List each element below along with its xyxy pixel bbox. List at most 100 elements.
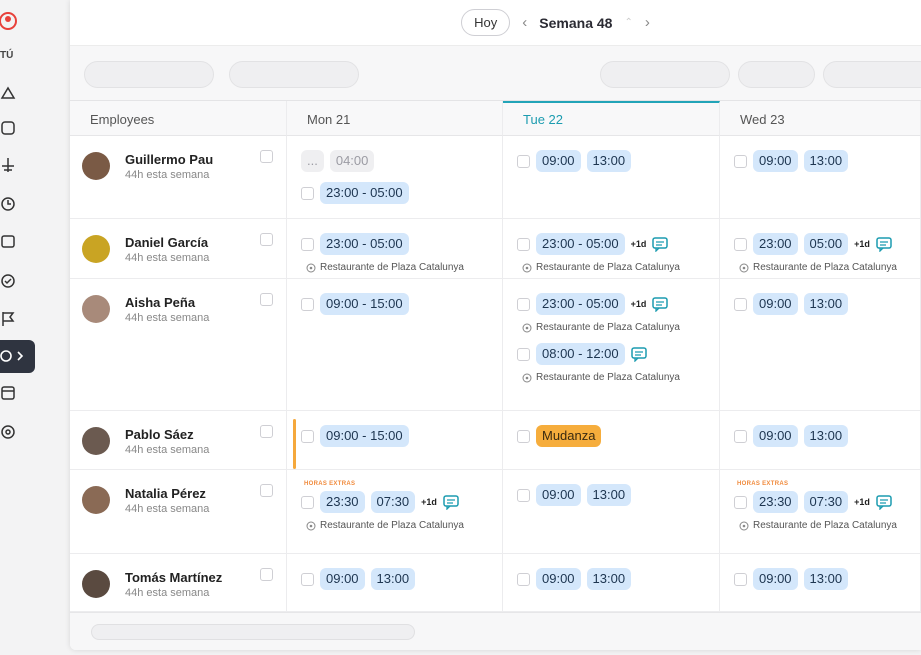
checkbox[interactable] [734,429,747,443]
checkbox[interactable] [517,154,530,168]
time-pill[interactable]: 09:00 - 15:00 [320,425,409,447]
filter-placeholder[interactable] [84,61,214,88]
time-pill[interactable]: 13:00 [803,425,849,447]
week-picker[interactable]: ⌃ [624,17,633,28]
employee-name[interactable]: Guillermo Pau [125,152,214,167]
time-pill[interactable]: 23:00 - 05:00 [320,233,409,255]
checkbox[interactable] [260,425,273,438]
checkbox[interactable] [260,233,273,246]
time-pill[interactable]: 09:00 [753,150,798,172]
chat-icon[interactable] [443,494,459,510]
time-pill[interactable]: 23:00 - 05:00 [320,182,409,204]
checkbox[interactable] [517,488,530,502]
employee-name[interactable]: Pablo Sáez [125,427,194,442]
checkbox[interactable] [517,347,530,361]
shift: 09:00 13:00 [734,425,920,447]
prev-week[interactable]: ‹ [522,14,528,31]
time-pill[interactable]: 04:00 [329,150,375,172]
filter-placeholder[interactable] [738,61,815,88]
avatar [82,235,110,263]
day-cell: 09:00 - 15:00 [287,411,503,470]
checkbox[interactable] [517,297,530,311]
time-pill[interactable]: 09:00 - 15:00 [320,293,409,315]
time-pill[interactable]: 05:00 [803,233,849,255]
time-pill[interactable]: 09:00 [320,568,365,590]
checkbox[interactable] [517,572,530,586]
shift-line: 09:00 13:00 [734,150,920,172]
location: Restaurante de Plaza Catalunya [522,322,719,333]
time-pill[interactable]: 07:30 [370,491,416,513]
day-cell: HORAS EXTRAS 23:30 07:30 +1d Restaurante de … [287,470,503,554]
time-pill[interactable]: 13:00 [803,568,849,590]
filter-placeholder[interactable] [229,61,359,88]
active-nav-item[interactable] [0,340,35,373]
checkbox[interactable] [301,429,314,443]
time-pill[interactable]: 23:00 - 05:00 [536,233,625,255]
filter-placeholder[interactable] [823,61,921,88]
time-pill[interactable]: 13:00 [586,568,632,590]
time-pill[interactable]: 09:00 [753,293,798,315]
chat-icon[interactable] [652,296,669,312]
checkbox[interactable] [260,293,273,306]
chat-icon[interactable] [630,346,647,362]
time-pill[interactable]: 23:00 [753,233,798,255]
checkbox[interactable] [260,568,273,581]
employee-cell: Natalia Pérez 44h esta semana [70,470,287,554]
time-pill[interactable]: 08:00 - 12:00 [536,343,625,365]
checkbox[interactable] [260,150,273,163]
checkbox[interactable] [301,495,314,509]
time-pill[interactable]: 13:00 [370,568,416,590]
employee-name[interactable]: Daniel García [125,235,209,250]
employee-name[interactable]: Aisha Peña [125,295,196,310]
location-text: Restaurante de Plaza Catalunya [320,520,464,531]
next-week[interactable]: › [644,14,650,31]
time-pill[interactable]: 09:00 [536,568,581,590]
checkbox[interactable] [517,237,530,251]
chat-icon[interactable] [876,494,892,510]
employee-hours: 44h esta semana [125,312,210,324]
checkbox[interactable] [734,297,747,311]
checkbox[interactable] [260,484,273,497]
time-pill[interactable]: ... [301,150,324,172]
extra-day: +1d [421,497,437,507]
scrollbar[interactable] [91,624,415,640]
column-header[interactable]: Wed 23 [720,101,921,136]
checkbox[interactable] [734,495,747,509]
checkbox[interactable] [734,572,747,586]
employee-cell: Daniel García 44h esta semana [70,219,287,279]
day-cell: 09:00 - 15:00 [287,279,503,411]
chat-icon[interactable] [876,236,892,252]
employee-cell: Tomás Martínez 44h esta semana [70,554,287,612]
time-pill[interactable]: 13:00 [803,293,849,315]
time-pill[interactable]: 09:00 [753,425,798,447]
checkbox[interactable] [734,237,747,251]
column-header[interactable]: Mon 21 [287,101,503,136]
checkbox[interactable] [301,572,314,586]
time-pill[interactable]: 13:00 [586,484,632,506]
time-pill[interactable]: 13:00 [803,150,849,172]
checkbox[interactable] [301,237,314,251]
time-pill[interactable]: 09:00 [536,484,581,506]
day-cell: HORAS EXTRAS 23:30 07:30 +1d Restaurante de … [720,470,921,554]
checkbox[interactable] [517,429,530,443]
today-button[interactable]: Hoy [461,9,511,36]
shift-line: 09:00 13:00 [301,568,502,590]
chat-icon[interactable] [652,236,669,252]
time-pill[interactable]: 23:00 - 05:00 [536,293,625,315]
employee-name[interactable]: Tomás Martínez [125,570,223,585]
time-pill[interactable]: 23:30 [320,491,365,513]
column-header[interactable]: Tue 22 [503,101,720,136]
time-pill[interactable]: 09:00 [753,568,798,590]
checkbox[interactable] [301,186,314,200]
filter-placeholder[interactable] [600,61,730,88]
time-pill[interactable]: 07:30 [803,491,849,513]
time-pill[interactable]: Mudanza [536,425,602,447]
employee-name[interactable]: Natalia Pérez [125,486,206,501]
time-pill[interactable]: 09:00 [536,150,581,172]
location: Restaurante de Plaza Catalunya [522,262,719,273]
checkbox[interactable] [734,154,747,168]
time-pill[interactable]: 13:00 [586,150,632,172]
checkbox[interactable] [301,297,314,311]
location: Restaurante de Plaza Catalunya [306,262,502,273]
time-pill[interactable]: 23:30 [753,491,798,513]
